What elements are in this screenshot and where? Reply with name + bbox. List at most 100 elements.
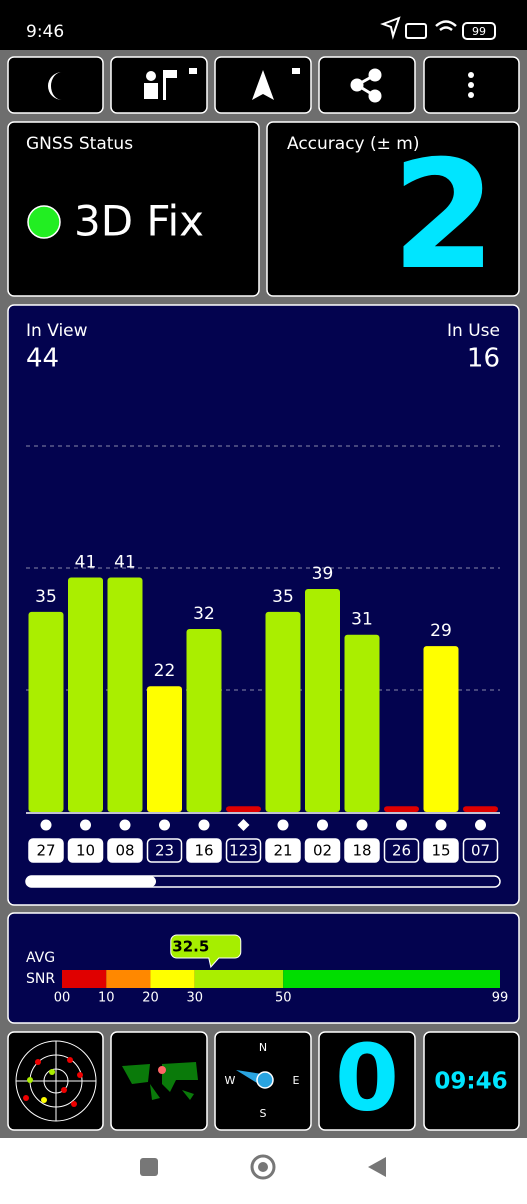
bar (147, 686, 182, 812)
map-tile[interactable] (110, 1031, 208, 1131)
snr-segment (194, 970, 284, 988)
sat-id: 15 (431, 842, 450, 860)
avg-value: 32.5 (172, 938, 209, 956)
snr-panel (7, 912, 520, 1024)
snr-label: AVG (26, 950, 55, 966)
status-time: 9:46 (26, 22, 64, 42)
bar-label: 29 (430, 621, 452, 641)
bar-label: 41 (114, 553, 136, 573)
sat-marker (277, 819, 289, 831)
compass-hub (256, 1071, 274, 1089)
sat-id-box (28, 838, 64, 863)
share-button[interactable] (318, 56, 416, 114)
gnss-panel (7, 121, 260, 297)
bar (423, 646, 459, 812)
snr-segment (150, 970, 195, 988)
snr-segment (62, 970, 107, 988)
bar (226, 806, 261, 812)
sat-id-box (344, 838, 380, 863)
snr-label: SNR (26, 971, 55, 987)
map-position (158, 1066, 166, 1074)
sat-marker (40, 819, 52, 831)
sat-id-box (304, 838, 341, 863)
snr-segment (283, 970, 500, 988)
sat-id-box (383, 838, 420, 863)
battery-icon (462, 22, 496, 40)
bar (186, 629, 222, 812)
bar-label: 39 (312, 564, 334, 584)
sat-marker (198, 819, 210, 831)
grid (26, 445, 500, 691)
sat-id: 21 (273, 842, 292, 860)
clock-value: 09:46 (434, 1069, 507, 1095)
fix-indicator (27, 205, 61, 239)
sat-id-box (225, 838, 262, 863)
accuracy-title: Accuracy (± m) (287, 134, 420, 154)
snr-tick-label: 50 (275, 991, 292, 1006)
compass-n: N (259, 1041, 267, 1054)
home-button[interactable] (250, 1154, 276, 1180)
home-dot (258, 1162, 268, 1172)
count-value: 0 (335, 1024, 399, 1131)
in-view-label: In View (26, 321, 88, 341)
sat-marker (237, 819, 250, 831)
bar (384, 806, 419, 812)
clock-tile[interactable] (423, 1031, 520, 1131)
sat-id: 26 (392, 842, 411, 860)
snr-tick-label: 00 (54, 991, 71, 1006)
sat-id: 123 (229, 842, 258, 860)
scroll-thumb[interactable] (26, 876, 156, 887)
gnss-title: GNSS Status (26, 134, 133, 154)
snr-tick-label: 10 (98, 991, 115, 1006)
snr-segment (106, 970, 151, 988)
compass-w: W (225, 1074, 236, 1087)
skyplot-dots (23, 1057, 83, 1107)
sat-id-box (107, 838, 143, 863)
sat-marker (475, 819, 486, 831)
recents-button[interactable] (140, 1158, 158, 1176)
poi-button[interactable] (110, 56, 208, 114)
sat-id-box (186, 838, 222, 863)
share-icon (350, 68, 382, 103)
bar-label: 41 (75, 553, 97, 573)
fix-status: 3D Fix (74, 197, 204, 246)
sim-icon (405, 23, 427, 39)
location-icon (380, 16, 401, 40)
wifi-icon (435, 20, 457, 32)
sat-id: 16 (194, 842, 213, 860)
accuracy-value: 2 (392, 129, 496, 303)
sat-id-box (265, 838, 301, 863)
avg-marker (170, 934, 242, 969)
sat-marker (356, 819, 368, 831)
world-map (122, 1062, 198, 1100)
in-view-value: 44 (26, 344, 59, 374)
sat-id-box (423, 838, 459, 863)
snr-tick-label: 30 (186, 991, 203, 1006)
sat-id: 27 (36, 842, 55, 860)
nav-icon (252, 68, 300, 100)
bar (305, 588, 340, 812)
bar-label: 22 (154, 661, 176, 681)
count-tile[interactable] (318, 1031, 416, 1131)
bar-label: 31 (351, 610, 373, 630)
in-use-value: 16 (467, 344, 500, 374)
bar (344, 634, 380, 812)
sat-id: 10 (76, 842, 95, 860)
snr-tick-label: 20 (142, 991, 159, 1006)
sat-marker (317, 819, 328, 831)
sat-marker (435, 819, 447, 831)
bar-label: 35 (35, 587, 57, 607)
night-mode-button[interactable] (7, 56, 104, 114)
compass-s: S (260, 1107, 267, 1120)
sat-id-box (146, 838, 183, 863)
sat-id-box (462, 838, 499, 863)
bar (265, 611, 301, 812)
sat-id: 08 (115, 842, 134, 860)
bar (68, 577, 103, 812)
sat-id: 18 (352, 842, 371, 860)
bar (463, 806, 498, 812)
bar-label: 35 (272, 587, 294, 607)
back-button[interactable] (368, 1157, 386, 1177)
bar (28, 611, 64, 812)
